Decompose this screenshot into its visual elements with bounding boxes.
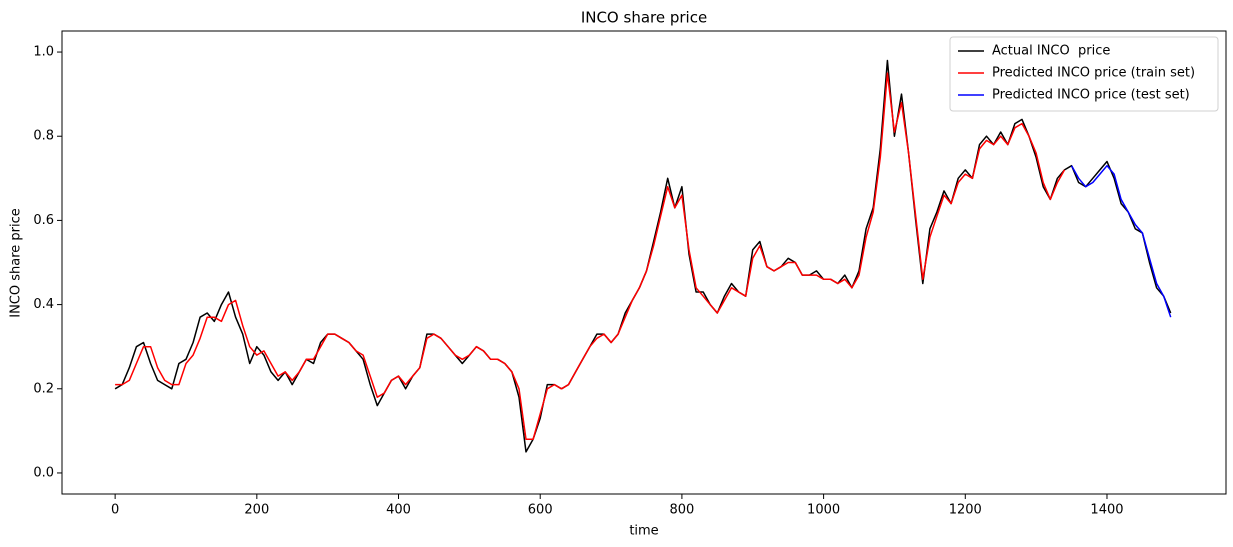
chart-title: INCO share price	[581, 9, 707, 27]
x-tick-label: 0	[111, 503, 119, 518]
legend-box	[949, 36, 1219, 112]
x-tick-label: 400	[386, 503, 411, 518]
y-axis-label: INCO share price	[9, 208, 24, 318]
y-tick-label: 0.6	[33, 213, 54, 228]
y-tick-label: 0.2	[33, 381, 54, 396]
legend-label: Predicted INCO price (test set)	[992, 88, 1190, 103]
plot-frame	[61, 30, 1227, 495]
line-series	[114, 59, 1172, 453]
x-tick-label: 800	[669, 503, 694, 518]
x-tick-label: 1400	[1090, 503, 1123, 518]
y-tick-label: 0.8	[33, 129, 54, 144]
y-tick-label: 0.0	[33, 465, 54, 480]
y-tick-label: 1.0	[33, 45, 54, 60]
x-tick-label: 600	[528, 503, 553, 518]
x-tick-label: 1000	[807, 503, 840, 518]
y-tick-label: 0.4	[33, 297, 54, 312]
legend-label: Predicted INCO price (train set)	[992, 66, 1195, 81]
legend-label: Actual INCO price	[992, 44, 1110, 59]
x-tick-label: 200	[244, 503, 269, 518]
x-tick-label: 1200	[949, 503, 982, 518]
x-axis-label: time	[629, 524, 658, 539]
line-series	[115, 72, 1066, 441]
line-series	[1070, 164, 1172, 318]
